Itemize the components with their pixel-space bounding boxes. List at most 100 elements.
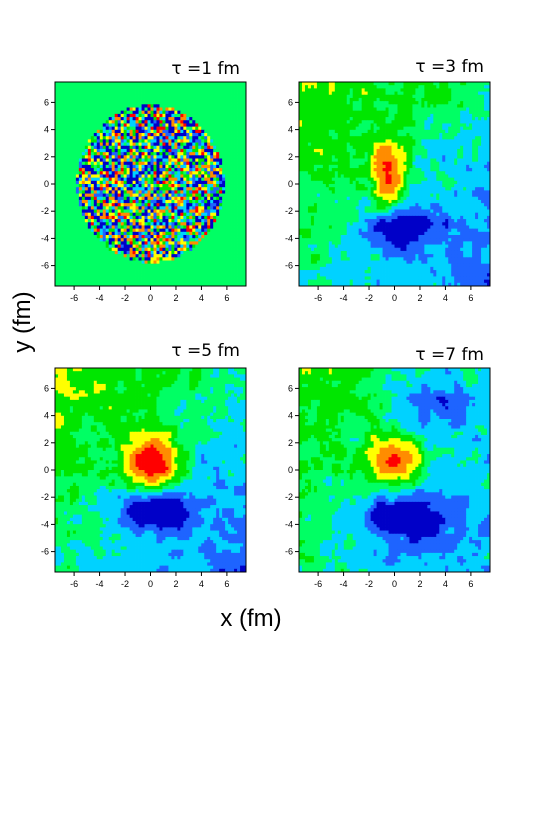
heatmap-cell xyxy=(192,168,196,172)
heatmap-cell xyxy=(186,199,190,204)
heatmap-cell xyxy=(123,273,128,277)
heatmap-cell xyxy=(183,158,187,163)
heatmap-cell xyxy=(382,117,386,121)
heatmap-cell xyxy=(126,209,131,214)
heatmap-cell xyxy=(243,129,247,134)
heatmap-cell xyxy=(111,158,116,163)
heatmap-cell xyxy=(165,244,169,249)
heatmap-cell xyxy=(222,168,226,172)
heatmap-cell xyxy=(159,266,163,271)
heatmap-cell xyxy=(361,82,366,86)
heatmap-cell xyxy=(72,276,77,281)
heatmap-cell xyxy=(331,110,336,115)
heatmap-cell xyxy=(126,219,131,223)
heatmap-cell xyxy=(132,257,136,261)
heatmap-cell xyxy=(228,126,232,131)
heatmap-cell xyxy=(376,91,380,96)
heatmap-cell xyxy=(228,107,232,112)
heatmap-cell xyxy=(96,238,101,242)
heatmap-cell xyxy=(219,113,223,118)
heatmap-cell xyxy=(141,209,145,214)
heatmap-cell xyxy=(198,222,202,226)
heatmap-cell xyxy=(93,158,98,163)
heatmap-cell xyxy=(156,190,160,194)
heatmap-cell xyxy=(162,152,166,156)
heatmap-cell xyxy=(234,180,238,185)
heatmap-cell xyxy=(234,282,238,287)
heatmap-cell xyxy=(207,113,211,118)
heatmap-cell xyxy=(234,133,238,137)
heatmap-cell xyxy=(84,244,89,249)
heatmap-cell xyxy=(195,215,199,220)
heatmap-cell xyxy=(445,88,449,92)
heatmap-cell xyxy=(147,235,151,239)
heatmap-cell xyxy=(126,263,131,268)
heatmap-cell xyxy=(171,177,175,182)
heatmap-cell xyxy=(234,254,238,258)
heatmap-cell xyxy=(132,180,136,185)
heatmap-cell xyxy=(129,238,133,242)
heatmap-cell xyxy=(430,110,434,115)
heatmap-cell xyxy=(201,215,205,220)
heatmap-cell xyxy=(129,145,133,150)
heatmap-cell xyxy=(78,238,83,242)
heatmap-cell xyxy=(484,88,488,92)
heatmap-cell xyxy=(430,113,434,118)
heatmap-cell xyxy=(240,190,244,194)
heatmap-cell xyxy=(192,120,196,124)
heatmap-cell xyxy=(352,94,357,99)
heatmap-cell xyxy=(102,123,107,128)
heatmap-cell xyxy=(120,129,125,134)
heatmap-cell xyxy=(78,244,83,249)
heatmap-cell xyxy=(240,117,244,121)
heatmap-cell xyxy=(310,113,315,118)
heatmap-cell xyxy=(69,266,74,271)
heatmap-cell xyxy=(102,193,107,198)
heatmap-cell xyxy=(222,190,226,194)
heatmap-cell xyxy=(72,238,77,242)
heatmap-cell xyxy=(123,177,128,182)
heatmap-cell xyxy=(331,117,336,121)
heatmap-cell xyxy=(87,222,92,226)
heatmap-cell xyxy=(439,110,443,115)
heatmap-cell xyxy=(117,187,122,191)
heatmap-cell xyxy=(132,222,136,226)
heatmap-cell xyxy=(204,85,208,89)
heatmap-cell xyxy=(81,219,86,223)
heatmap-cell xyxy=(90,187,95,191)
heatmap-cell xyxy=(228,85,232,89)
heatmap-cell xyxy=(177,82,181,86)
heatmap-cell xyxy=(168,171,172,175)
heatmap-cell xyxy=(216,199,220,204)
heatmap-cell xyxy=(418,104,422,108)
heatmap-cell xyxy=(403,91,407,96)
heatmap-cell xyxy=(114,276,119,281)
heatmap-cell xyxy=(472,97,476,102)
heatmap-cell xyxy=(418,85,422,89)
heatmap-cell xyxy=(186,193,190,198)
heatmap-cell xyxy=(66,222,71,226)
heatmap-cell xyxy=(84,126,89,131)
heatmap-cell xyxy=(171,199,175,204)
heatmap-cell xyxy=(63,85,68,89)
heatmap-cell xyxy=(132,101,136,105)
heatmap-cell xyxy=(201,152,205,156)
heatmap-cell xyxy=(478,91,482,96)
heatmap-cell xyxy=(183,171,187,175)
heatmap-cell xyxy=(129,196,133,201)
heatmap-cell xyxy=(228,187,232,191)
heatmap-cell xyxy=(120,133,125,137)
heatmap-cell xyxy=(117,263,122,268)
heatmap-cell xyxy=(183,123,187,128)
heatmap-cell xyxy=(213,97,217,102)
heatmap-cell xyxy=(126,107,131,112)
heatmap-cell xyxy=(138,282,142,287)
heatmap-cell xyxy=(123,250,128,255)
heatmap-cell xyxy=(105,196,110,201)
heatmap-cell xyxy=(66,129,71,134)
heatmap-cell xyxy=(448,94,452,99)
heatmap-cell xyxy=(210,136,214,140)
heatmap-cell xyxy=(159,91,163,96)
heatmap-cell xyxy=(60,270,65,274)
heatmap-cell xyxy=(141,273,145,277)
